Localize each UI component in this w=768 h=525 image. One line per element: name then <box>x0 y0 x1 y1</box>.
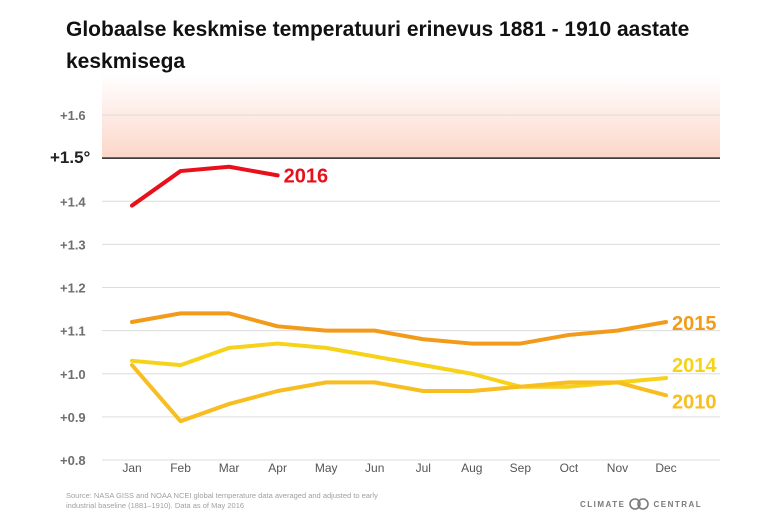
series-labels: 2016 2015 2014 2010 <box>284 165 718 413</box>
series-label-2015: 2015 <box>672 313 717 335</box>
x-tick-label: Jul <box>416 461 431 475</box>
series-label-2016: 2016 <box>284 165 329 187</box>
x-tick-label: Aug <box>461 461 482 475</box>
y-tick-label: +1.0 <box>60 367 86 382</box>
x-tick-label: Jan <box>122 461 141 475</box>
x-tick-label: Mar <box>219 461 240 475</box>
y-tick-label: +1.4 <box>60 194 86 209</box>
y-tick-label: +0.8 <box>60 453 86 468</box>
series-label-2010: 2010 <box>672 391 717 413</box>
x-tick-label: Sep <box>510 461 532 475</box>
x-tick-label: May <box>315 461 338 475</box>
x-axis-ticks: Jan Feb Mar Apr May Jun Jul Aug Sep Oct Nov Dec <box>122 461 676 475</box>
x-tick-label: Oct <box>560 461 579 475</box>
brand-left-text: CLIMATE <box>580 499 626 509</box>
brand-rings-icon <box>629 498 650 510</box>
y-tick-label: +0.9 <box>60 410 86 425</box>
x-tick-label: Dec <box>655 461 676 475</box>
chart-title: Globaalse keskmise temperatuuri erinevus… <box>66 18 690 73</box>
y-tick-label: +1.2 <box>60 281 86 296</box>
y-tick-label: +1.5° <box>50 148 91 167</box>
x-tick-label: Nov <box>607 461 628 475</box>
series-line-2010 <box>130 363 668 424</box>
y-axis-ticks: +0.8 +0.9 +1.0 +1.1 +1.2 +1.3 +1.4 +1.5° +1.6 <box>50 108 91 468</box>
x-tick-label: Jun <box>365 461 384 475</box>
above-threshold-zone <box>102 75 720 159</box>
source-note: Source: NASA GISS and NOAA NCEI global t… <box>66 491 378 510</box>
y-tick-label: +1.6 <box>60 108 86 123</box>
series-line-2014 <box>130 341 668 389</box>
x-tick-label: Apr <box>268 461 287 475</box>
y-tick-label: +1.3 <box>60 237 86 252</box>
brand-right-text: CENTRAL <box>653 499 703 509</box>
y-tick-label: +1.1 <box>60 324 86 339</box>
climate-central-logo: CLIMATE CENTRAL <box>580 496 702 512</box>
gridlines <box>102 114 720 461</box>
series-line-2015 <box>130 311 668 346</box>
x-tick-label: Feb <box>170 461 191 475</box>
series-line-2016 <box>130 164 280 208</box>
series-lines <box>130 164 668 424</box>
series-label-2014: 2014 <box>672 355 717 377</box>
